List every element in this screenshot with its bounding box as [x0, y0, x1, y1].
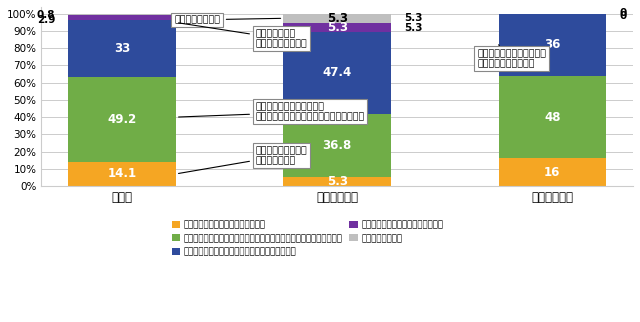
Bar: [68, 162, 176, 186]
Text: 分からない、不明: 分からない、不明: [174, 15, 280, 24]
Text: 14.1: 14.1: [108, 167, 136, 180]
Bar: [284, 32, 391, 113]
Bar: [284, 23, 391, 32]
Bar: [284, 177, 391, 186]
Text: 5.3: 5.3: [326, 12, 348, 25]
Text: いずれの情報も参考程度で
行動の根拠にはしない: いずれの情報も参考程度で 行動の根拠にはしない: [477, 45, 546, 68]
Legend: ほぼ信用して行動の根拠にしている, 他の情報とあわせて判断し有用な情報であれば行動の根拠としている, いずれの情報も参考程度で行動の根拠にはしない, いずれの情: ほぼ信用して行動の根拠にしている, 他の情報とあわせて判断し有用な情報であれば行…: [168, 217, 447, 260]
Text: 16: 16: [544, 166, 561, 179]
Text: いずれの情報も
行動の根拠にしない: いずれの情報も 行動の根拠にしない: [179, 23, 307, 49]
Text: 0.8: 0.8: [36, 10, 55, 20]
Text: ほぼ信用して行動の
根拠にしている: ほぼ信用して行動の 根拠にしている: [179, 146, 307, 174]
Bar: [284, 14, 391, 23]
Bar: [499, 76, 606, 158]
Bar: [499, 14, 606, 76]
Text: 5.3: 5.3: [326, 175, 348, 188]
Bar: [68, 15, 176, 20]
Text: 48: 48: [544, 111, 561, 124]
Text: 47.4: 47.4: [323, 66, 352, 79]
Bar: [284, 113, 391, 177]
Text: 33: 33: [114, 42, 130, 55]
Text: 2.9: 2.9: [37, 15, 55, 25]
Text: 49.2: 49.2: [108, 113, 136, 126]
Text: 0: 0: [619, 8, 627, 18]
Text: 他の情報とあわせて判断し
有用な情報であれば行動の根拠としている: 他の情報とあわせて判断し 有用な情報であれば行動の根拠としている: [179, 102, 365, 122]
Text: 5.3: 5.3: [326, 21, 348, 34]
Text: 36: 36: [544, 38, 561, 51]
Text: 0: 0: [619, 11, 627, 21]
Bar: [68, 14, 176, 15]
Text: 5.3: 5.3: [404, 14, 422, 24]
Text: 36.8: 36.8: [323, 139, 352, 152]
Bar: [68, 20, 176, 77]
Bar: [499, 158, 606, 186]
Text: 5.3: 5.3: [404, 23, 422, 33]
Bar: [68, 77, 176, 162]
